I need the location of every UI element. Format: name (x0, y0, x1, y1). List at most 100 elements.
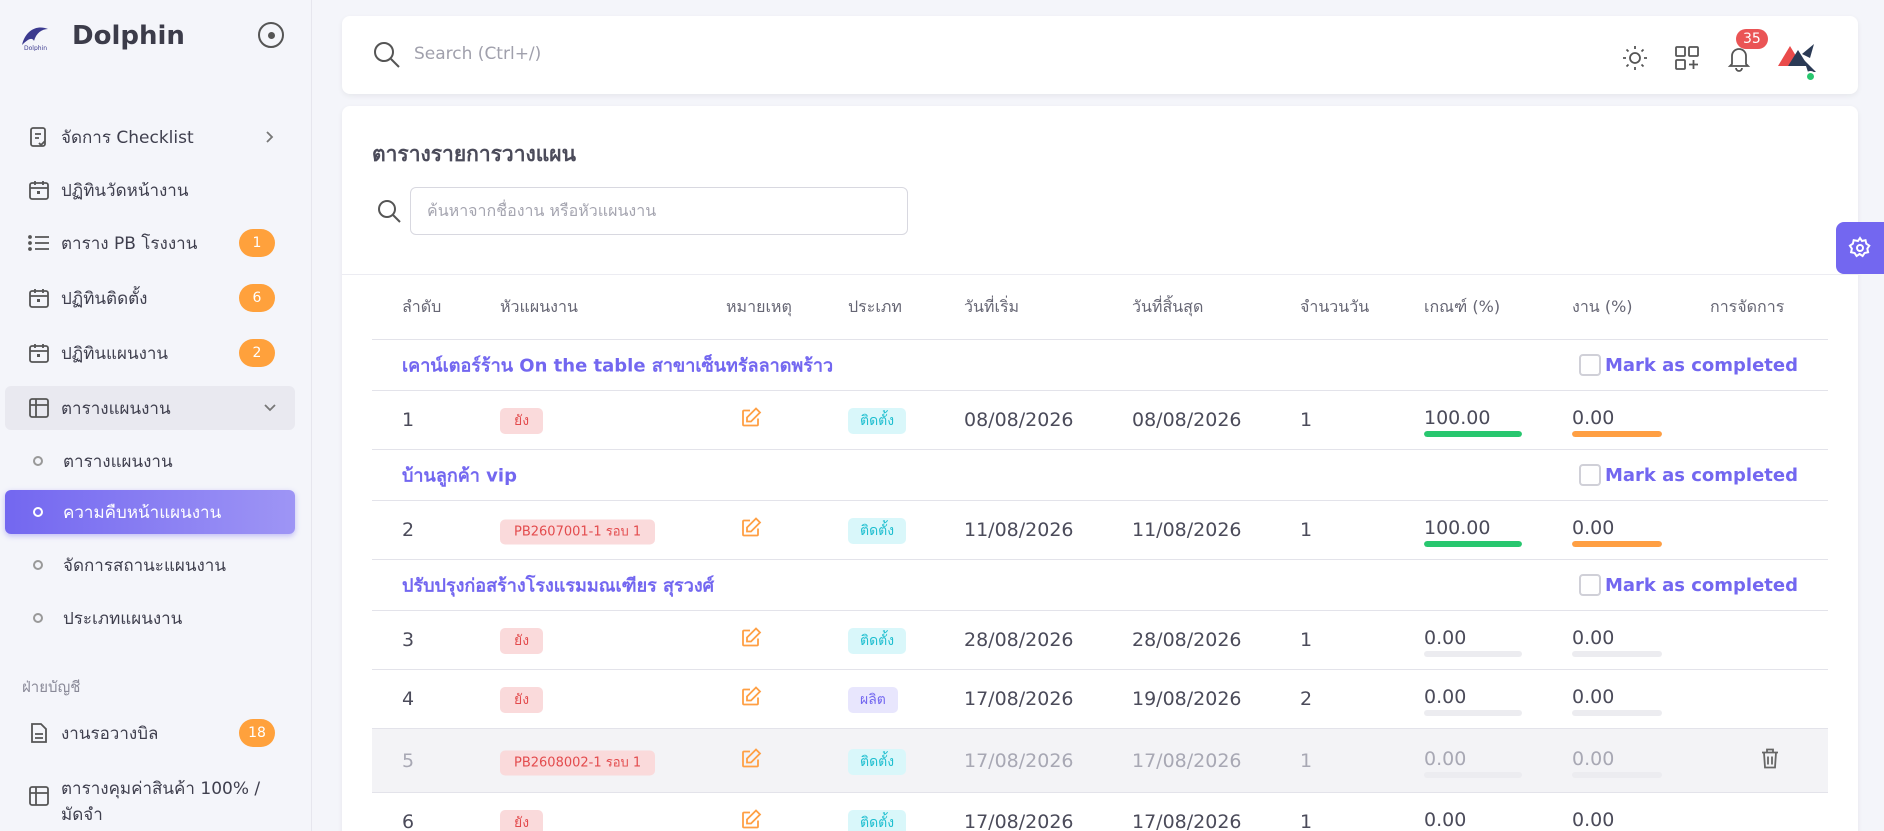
work-value: 0.00 (1572, 808, 1615, 831)
table-row: 3 ยัง ติดตั้ง 28/08/2026 28/08/2026 1 0.00 0.00 (372, 611, 1828, 670)
group-title[interactable]: บ้านลูกค้า vip (402, 465, 517, 487)
day-count: 2 (1300, 688, 1313, 710)
progress-fill (1572, 541, 1662, 547)
mark-label: Mark as completed (1604, 464, 1798, 486)
sidebar-subitem-plan-table[interactable]: ตารางแผนงาน (5, 439, 295, 483)
status-badge[interactable]: PB2608002-1 รอบ 1 (500, 749, 656, 775)
collapse-sidebar-button[interactable] (258, 22, 284, 48)
criteria-value: 0.00 (1424, 747, 1467, 770)
type-badge: ติดตั้ง (848, 628, 907, 654)
dolphin-logo-icon: Dolphin (18, 21, 54, 51)
sidebar-item-plan-table[interactable]: ตารางแผนงาน (5, 386, 295, 430)
count-badge: 2 (239, 339, 275, 367)
group-row: เคาน์เตอร์ร้าน On the table สาขาเซ็นทรัล… (372, 340, 1828, 391)
type-badge: ผลิต (848, 687, 898, 713)
sidebar-subitem-plan-type[interactable]: ประเภทแผนงาน (5, 596, 295, 640)
sidebar-item-installation-calendar[interactable]: ปฏิทินติดตั้ง 6 (5, 276, 295, 320)
type-badge: ติดตั้ง (848, 408, 907, 434)
checkbox[interactable] (1578, 464, 1601, 486)
day-count: 1 (1300, 811, 1313, 831)
search-icon[interactable] (372, 40, 402, 70)
status-badge[interactable]: ยัง (500, 628, 544, 654)
status-badge[interactable]: PB2607001-1 รอบ 1 (500, 519, 656, 545)
row-number: 2 (402, 519, 415, 541)
type-badge: ติดตั้ง (848, 748, 907, 775)
table-row: 1 ยัง ติดตั้ง 08/08/2026 08/08/2026 1 100.00 0.… (372, 391, 1828, 450)
mark-label: Mark as completed (1604, 574, 1798, 596)
sidebar: Dolphin Dolphin จัดการ Checklist ปฏิทินว… (0, 0, 312, 831)
edit-note-icon[interactable] (740, 627, 762, 654)
type-label: ติดตั้ง (848, 408, 907, 434)
mark-completed-checkbox[interactable]: Mark as completed (1578, 574, 1798, 596)
status-badge[interactable]: ยัง (500, 408, 544, 434)
avatar[interactable] (1774, 36, 1818, 82)
trash-icon[interactable] (1760, 747, 1780, 774)
status-label: ยัง (500, 408, 544, 434)
mark-label: Mark as completed (1604, 354, 1798, 376)
sidebar-item-plan-calendar[interactable]: ปฏิทินแผนงาน 2 (5, 331, 295, 375)
sidebar-subitem-plan-progress[interactable]: ความคืบหน้าแผนงาน (5, 490, 295, 534)
sidebar-item-pending-billing[interactable]: งานรอวางบิล 18 (5, 711, 295, 755)
row-number: 1 (402, 409, 415, 431)
plan-search-input[interactable]: ค้นหาจากชื่องาน หรือหัวแผนงาน (410, 187, 908, 235)
sidebar-item-label: ตารางแผนงาน (63, 451, 173, 472)
status-label: ยัง (500, 628, 544, 654)
header-type[interactable]: ประเภท (848, 297, 902, 316)
header-criteria[interactable]: เกณฑ์ (%) (1424, 297, 1501, 316)
edit-note-icon[interactable] (740, 686, 762, 713)
status-badge[interactable]: ยัง (500, 687, 544, 713)
table-icon (27, 784, 51, 808)
table-row: 2 PB2607001-1 รอบ 1 ติดตั้ง 11/08/2026 11/08… (372, 501, 1828, 560)
customizer-toggle-button[interactable] (1836, 222, 1884, 274)
group-title[interactable]: ปรับปรุงก่อสร้างโรงแรมมณเฑียร สุรวงศ์ (402, 575, 715, 597)
work-value: 0.00 (1572, 747, 1615, 770)
sidebar-item-label: จัดการ Checklist (61, 127, 194, 148)
header-plan-head[interactable]: หัวแผนงาน (500, 297, 578, 316)
edit-note-icon[interactable] (740, 517, 762, 544)
header-days[interactable]: จำนวนวัน (1300, 297, 1370, 316)
sidebar-item-product-value-table[interactable]: ตารางคุมค่าสินค้า 100% / มัดจำ (5, 770, 295, 830)
notification-count-badge: 35 (1736, 29, 1768, 49)
sidebar-subitem-plan-status[interactable]: จัดการสถานะแผนงาน (5, 543, 295, 587)
progress-fill (1424, 431, 1522, 437)
table-header: ลำดับ หัวแผนงาน หมายเหตุ ประเภท วันที่เร… (372, 276, 1828, 340)
bell-icon[interactable]: 35 (1722, 29, 1768, 75)
plan-progress-card: ตารางรายการวางแผน ค้นหาจากชื่องาน หรือหั… (342, 106, 1858, 831)
start-date: 28/08/2026 (964, 629, 1074, 651)
header-note[interactable]: หมายเหตุ (726, 297, 792, 316)
row-number: 5 (402, 749, 415, 772)
edit-note-icon[interactable] (740, 747, 762, 774)
work-value: 0.00 (1572, 626, 1615, 649)
criteria-value: 100.00 (1424, 516, 1491, 539)
header-work[interactable]: งาน (%) (1572, 297, 1633, 316)
checkbox[interactable] (1578, 574, 1601, 596)
mark-completed-checkbox[interactable]: Mark as completed (1578, 354, 1798, 376)
criteria-progress-bar (1424, 710, 1522, 716)
mark-completed-checkbox[interactable]: Mark as completed (1578, 464, 1798, 486)
header-start-date[interactable]: วันที่เริ่ม (964, 297, 1020, 316)
sidebar-item-site-measure-calendar[interactable]: ปฏิทินวัดหน้างาน (5, 168, 295, 212)
sidebar-item-pb-factory[interactable]: ตาราง PB โรงงาน 1 (5, 221, 295, 265)
section-label-accounting: ฝ่ายบัญชี (22, 678, 81, 696)
global-search-input[interactable]: Search (Ctrl+/) (414, 44, 542, 64)
edit-note-icon[interactable] (740, 809, 762, 831)
brand[interactable]: Dolphin Dolphin (18, 18, 185, 54)
end-date: 11/08/2026 (1132, 519, 1242, 541)
header-no[interactable]: ลำดับ (402, 297, 442, 316)
edit-note-icon[interactable] (740, 407, 762, 434)
start-date: 17/08/2026 (964, 688, 1074, 710)
sidebar-item-checklist[interactable]: จัดการ Checklist (5, 115, 295, 159)
row-number: 3 (402, 629, 415, 651)
group-title[interactable]: เคาน์เตอร์ร้าน On the table สาขาเซ็นทรัล… (402, 355, 834, 377)
checkbox[interactable] (1578, 354, 1601, 376)
type-label: ติดตั้ง (848, 518, 907, 544)
theme-sun-icon[interactable] (1618, 41, 1652, 75)
sidebar-item-label: ความคืบหน้าแผนงาน (63, 502, 222, 523)
svg-text:Dolphin: Dolphin (24, 45, 47, 51)
sidebar-item-label: ประเภทแผนงาน (63, 608, 183, 629)
status-badge[interactable]: ยัง (500, 810, 544, 831)
list-icon (27, 231, 51, 255)
header-end-date[interactable]: วันที่สิ้นสุด (1132, 297, 1204, 316)
apps-grid-icon[interactable] (1670, 41, 1704, 75)
status-label: PB2607001-1 รอบ 1 (500, 519, 656, 545)
